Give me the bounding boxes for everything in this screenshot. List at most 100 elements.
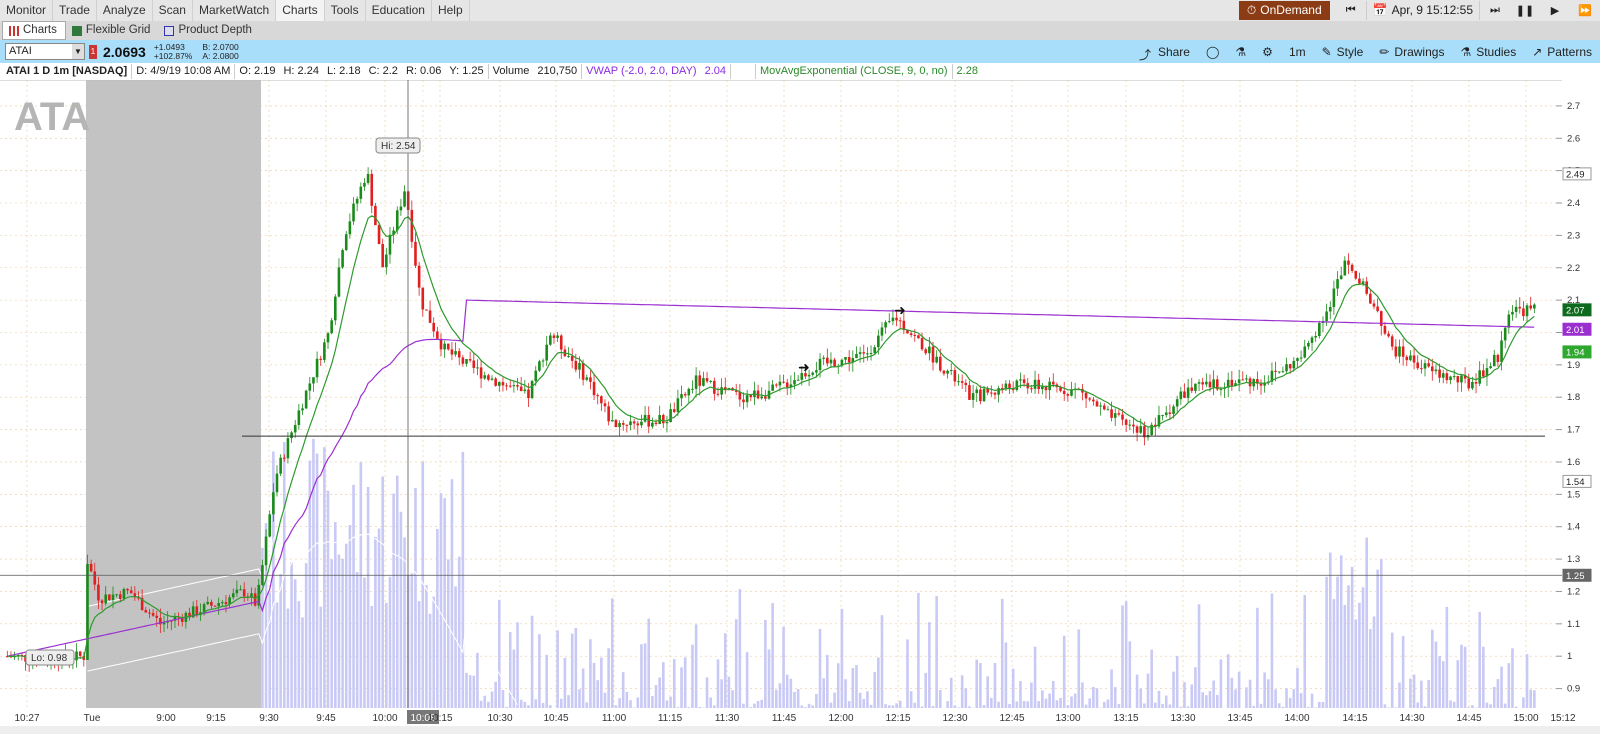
candle-body	[1194, 383, 1197, 391]
play-icon[interactable]: ▶	[1550, 5, 1560, 17]
svg-text:Hi: 2.54: Hi: 2.54	[381, 141, 416, 152]
candle-body	[1518, 306, 1522, 309]
candle-body	[414, 241, 417, 266]
volume-bar	[1110, 669, 1113, 708]
volume-bar	[326, 490, 330, 708]
volume-bar	[982, 705, 986, 708]
ondemand-button[interactable]: ⏱ OnDemand	[1238, 1, 1330, 20]
volume-bar	[1212, 680, 1215, 708]
x-tick-label: 11:00	[602, 713, 627, 724]
candle-body	[1084, 392, 1088, 399]
share-button[interactable]: ⤴ Share	[1138, 44, 1190, 62]
candle-body	[374, 205, 377, 226]
symbol-input[interactable]: ATAI ▼	[5, 43, 85, 60]
x-tick-label: 10:08	[410, 713, 435, 724]
volume-bar	[614, 705, 618, 708]
volume-bar	[1343, 604, 1347, 708]
price-chart[interactable]: ATA Hi: 2.54 Lo: 0.98 ➜ ➜ 2.72.62.52.42.…	[0, 80, 1600, 726]
chart-symbol-label[interactable]: ATAI 1 D 1m [NASDAQ]	[0, 64, 133, 79]
candle-body	[672, 409, 676, 412]
volume-bar	[1208, 690, 1212, 708]
style-button[interactable]: ✎ Style	[1321, 44, 1364, 59]
volume-bar	[672, 659, 676, 708]
volume-bar	[767, 649, 771, 708]
menu-monitor[interactable]: Monitor	[0, 0, 54, 21]
skip-forward-icon[interactable]: ⏭	[1490, 4, 1500, 16]
interval-button[interactable]: 1m	[1288, 44, 1306, 59]
menu-education[interactable]: Education	[366, 0, 432, 21]
candle-body	[1212, 379, 1215, 388]
menu-marketwatch[interactable]: MarketWatch	[193, 0, 277, 21]
candle-body	[1117, 413, 1121, 415]
chart-settings-button[interactable]: ◯	[1198, 40, 1227, 63]
candle-body	[1307, 342, 1310, 347]
volume-bar	[1172, 671, 1175, 708]
subtab-flexible-grid[interactable]: Flexible Grid	[66, 22, 159, 39]
chevron-down-icon[interactable]: ▼	[72, 44, 84, 59]
y-tick-label: 1.6	[1567, 457, 1580, 468]
candle-body	[221, 602, 224, 604]
menu-tools[interactable]: Tools	[325, 0, 366, 21]
volume-bar	[286, 608, 290, 708]
menu-help[interactable]: Help	[432, 0, 470, 21]
studies-lab-button[interactable]: ⚗	[1227, 40, 1254, 63]
volume-label[interactable]: Volume	[492, 65, 530, 77]
candle-body	[640, 421, 643, 426]
volume-bar	[723, 633, 727, 708]
volume-bar	[1044, 698, 1048, 708]
share-icon: ⤴	[1138, 47, 1151, 62]
x-tick-label: 12:30	[942, 713, 967, 724]
candle-body	[399, 206, 403, 211]
settings-button[interactable]: ⚙	[1254, 40, 1281, 63]
menu-charts[interactable]: Charts	[276, 0, 325, 21]
bar-open: O: 2.19	[239, 65, 276, 77]
volume-bar	[1095, 688, 1099, 708]
volume-bar	[279, 574, 282, 708]
volume-bar	[1478, 611, 1481, 708]
candle-body	[1310, 337, 1314, 343]
volume-bar	[920, 706, 924, 708]
candle-body	[1350, 264, 1354, 271]
candle-body	[355, 198, 359, 204]
studies-button[interactable]: ⚗ Studies	[1460, 44, 1517, 59]
candle-body	[512, 385, 516, 387]
candle-body	[629, 421, 632, 426]
x-tick-label: 14:00	[1284, 713, 1309, 724]
candle-body	[742, 399, 745, 403]
pause-icon[interactable]: ❚❚	[1515, 5, 1535, 17]
candle-body	[410, 209, 414, 242]
volume-bar	[800, 705, 804, 708]
volume-bar	[1427, 680, 1430, 708]
candle-body	[574, 360, 578, 370]
volume-bar	[366, 486, 370, 708]
candle-body	[1420, 368, 1423, 370]
drawings-button[interactable]: ✏ Drawings	[1379, 44, 1445, 59]
volume-bar	[1281, 706, 1285, 708]
volume-bar	[1048, 693, 1051, 708]
y-tick-label: 2.7	[1567, 101, 1580, 112]
menu-analyze[interactable]: Analyze	[97, 0, 153, 21]
ondemand-datetime[interactable]: 📅 Apr, 9 15:12:55	[1365, 1, 1480, 20]
candle-body	[1299, 357, 1303, 359]
skip-back-icon[interactable]: ⏮	[1345, 4, 1356, 16]
volume-bar	[494, 681, 497, 708]
x-tick-label: 10:30	[487, 713, 512, 724]
patterns-button[interactable]: ↗ Patterns	[1532, 44, 1592, 59]
ema-study-label[interactable]: MovAvgExponential (CLOSE, 9, 0, no)	[755, 64, 953, 79]
alert-flag-icon[interactable]: 1	[89, 44, 97, 59]
candle-body	[530, 381, 534, 399]
volume-bar	[1500, 666, 1503, 708]
fast-forward-icon[interactable]: ⏩	[1578, 5, 1592, 17]
candle-body	[1296, 358, 1299, 361]
candle-body	[1230, 379, 1234, 386]
menu-scan[interactable]: Scan	[153, 0, 193, 21]
subtab-charts[interactable]: Charts	[2, 21, 66, 40]
vwap-study-label[interactable]: VWAP (-2.0, 2.0, DAY)	[586, 65, 697, 77]
menu-trade[interactable]: Trade	[53, 0, 97, 21]
subtab-product-depth[interactable]: Product Depth	[158, 22, 260, 39]
volume-bar	[1113, 687, 1117, 708]
volume-bar	[869, 704, 873, 708]
candle-body	[170, 620, 173, 622]
candle-body	[1394, 346, 1398, 357]
